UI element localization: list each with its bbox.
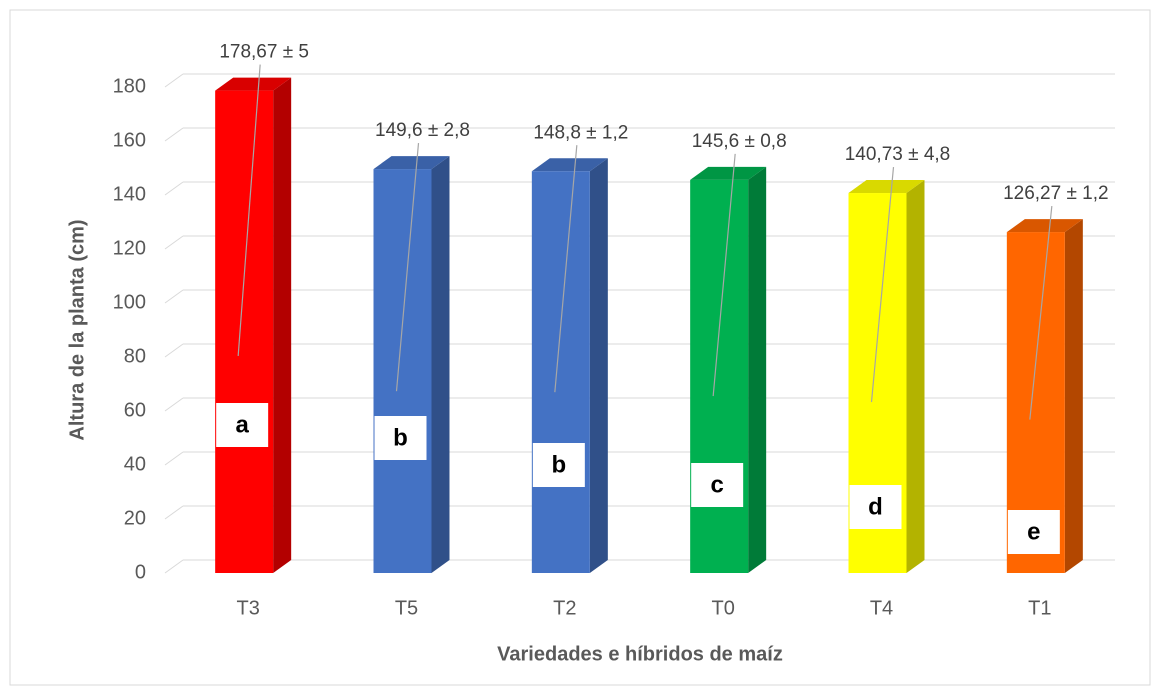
bar-side [431, 156, 450, 573]
grid-floor [164, 73, 184, 88]
leader-line [395, 143, 420, 392]
x-tick-label: T0 [711, 597, 734, 619]
letter-box [216, 403, 269, 447]
y-tick-label: 160 [113, 129, 146, 151]
bar-top [690, 166, 767, 180]
group-letter: d [868, 493, 883, 520]
group-letter: e [1027, 518, 1040, 545]
letter-box [1007, 510, 1060, 554]
grid-floor [164, 181, 184, 196]
bar-top [848, 180, 925, 194]
bar-top [215, 77, 292, 91]
group-letter: b [393, 424, 408, 451]
value-label: 145,6 ± 0,8 [692, 131, 787, 152]
grid-floor [164, 235, 184, 250]
bar-top [1006, 219, 1083, 233]
bar-side [589, 158, 608, 574]
group-letter: c [710, 471, 723, 498]
letter-box [691, 463, 744, 507]
bar-top [531, 158, 608, 172]
leader-line [870, 166, 895, 403]
group-letter: a [235, 411, 249, 438]
grid-floor [164, 451, 184, 466]
y-tick-label: 0 [135, 561, 146, 583]
leader-line [712, 153, 736, 397]
y-tick-label: 140 [113, 183, 146, 205]
value-label: 140,73 ± 4,8 [845, 144, 951, 165]
letter-box [532, 443, 585, 487]
value-label: 178,67 ± 5 [219, 42, 309, 63]
grid-floor [164, 397, 184, 412]
grid-floor [164, 505, 184, 520]
x-tick-label: T4 [870, 597, 893, 619]
bar-side [1064, 219, 1083, 574]
grid-floor [164, 127, 184, 142]
y-tick-label: 180 [113, 75, 146, 97]
y-axis-title: Altura de la planta (cm) [66, 219, 88, 440]
y-tick-label: 60 [124, 399, 146, 421]
leader-line [237, 64, 261, 356]
bar-top [373, 156, 450, 170]
y-tick-label: 80 [124, 345, 146, 367]
grid-floor [164, 343, 184, 358]
value-label: 148,8 ± 1,2 [533, 122, 628, 143]
bar [690, 179, 749, 573]
leader-line [554, 145, 578, 393]
bar [531, 171, 590, 574]
x-tick-label: T1 [1028, 597, 1051, 619]
x-tick-label: T2 [553, 597, 576, 619]
leader-line [1029, 206, 1053, 420]
y-tick-label: 40 [124, 453, 146, 475]
bar-side [748, 166, 767, 573]
letter-box [849, 485, 902, 529]
x-axis-title: Variedades e híbridos de maíz [497, 643, 783, 665]
bar [215, 90, 274, 573]
value-label: 126,27 ± 1,2 [1003, 183, 1109, 204]
y-tick-label: 120 [113, 237, 146, 259]
bar [373, 169, 432, 573]
x-tick-label: T3 [236, 597, 259, 619]
bar-side [906, 180, 925, 574]
group-letter: b [551, 451, 566, 478]
grid-floor [164, 559, 184, 574]
grid-floor [164, 289, 184, 304]
letter-box [374, 416, 427, 460]
bar-side [273, 77, 292, 573]
value-label: 149,6 ± 2,8 [375, 120, 470, 141]
x-tick-label: T5 [395, 597, 418, 619]
y-tick-label: 20 [124, 507, 146, 529]
y-tick-label: 100 [113, 291, 146, 313]
